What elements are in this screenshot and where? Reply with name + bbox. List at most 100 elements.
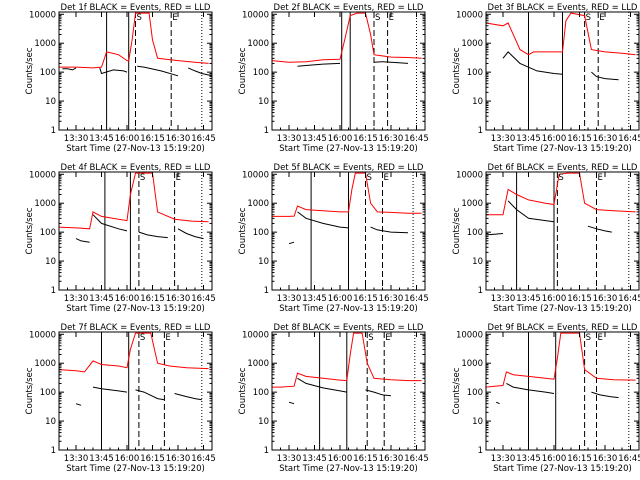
marker-label: S <box>586 13 591 23</box>
x-tick-label: 16:45 <box>191 294 216 304</box>
y-tick-label: 1 <box>51 126 56 136</box>
y-tick-label: 10 <box>472 97 483 107</box>
panel-title: Det 4f BLACK = Events, RED = LLD <box>61 163 211 173</box>
y-tick-label: 100 <box>467 68 483 78</box>
x-tick-label: 16:30 <box>593 294 618 304</box>
series-events-line <box>177 228 204 240</box>
y-axis-title: Counts/sec <box>25 367 35 414</box>
y-tick-label: 1 <box>264 446 269 456</box>
x-tick-label: 16:15 <box>353 454 378 464</box>
series-lld-line <box>59 332 209 373</box>
y-tick-label: 100 <box>467 228 483 238</box>
y-tick-label: 10 <box>472 417 483 427</box>
x-tick-label: 13:45 <box>302 294 327 304</box>
y-tick-label: 1000 <box>461 359 483 369</box>
marker-label: E <box>384 173 389 183</box>
y-tick-label: 10 <box>472 257 483 267</box>
x-tick-label: 16:00 <box>328 134 353 144</box>
x-tick-label: 13:30 <box>491 134 516 144</box>
marker-label: E <box>165 333 170 343</box>
series-events-line <box>174 393 202 401</box>
plot-frame <box>58 331 213 451</box>
y-axis-title: Counts/sec <box>25 47 35 94</box>
panel-title: Det 5f BLACK = Events, RED = LLD <box>274 163 424 173</box>
y-axis-title: Counts/sec <box>452 47 462 94</box>
y-tick-label: 10000 <box>29 10 56 20</box>
x-tick-label: 13:45 <box>302 134 327 144</box>
x-axis-title: Start Time (27-Nov-13 15:19:20) <box>279 304 418 314</box>
y-tick-label: 10000 <box>29 170 56 180</box>
x-axis-title: Start Time (27-Nov-13 15:19:20) <box>493 464 632 474</box>
series-events-line <box>495 401 500 405</box>
series-events-line <box>187 67 212 77</box>
panel-title: Det 2f BLACK = Events, RED = LLD <box>274 3 424 13</box>
series-events-line <box>99 67 128 75</box>
x-tick-label: 16:45 <box>404 134 429 144</box>
series-events-line <box>486 233 504 236</box>
marker-label: E <box>389 13 394 23</box>
plot-frame <box>58 171 213 291</box>
plot-frame <box>271 331 426 451</box>
x-axis-title: Start Time (27-Nov-13 15:19:20) <box>279 464 418 474</box>
series-lld-line <box>272 172 422 217</box>
series-events-line <box>373 61 409 64</box>
y-tick-label: 10000 <box>242 10 269 20</box>
series-lld-line <box>59 172 209 230</box>
marker-label: E <box>599 13 604 23</box>
y-tick-label: 1000 <box>247 199 269 209</box>
x-tick-label: 13:30 <box>491 294 516 304</box>
y-tick-label: 10000 <box>456 170 483 180</box>
x-tick-label: 13:45 <box>89 134 114 144</box>
y-tick-label: 10 <box>258 97 269 107</box>
y-tick-label: 1 <box>478 126 483 136</box>
marker-label: E <box>385 333 390 343</box>
series-events-line <box>370 226 409 234</box>
x-axis-title: Start Time (27-Nov-13 15:19:20) <box>493 304 632 314</box>
x-tick-label: 16:15 <box>353 294 378 304</box>
x-tick-label: 16:30 <box>166 134 191 144</box>
marker-label: E <box>172 13 177 23</box>
series-events-line <box>135 389 165 401</box>
series-events-line <box>591 71 619 81</box>
panel-title: Det 1f BLACK = Events, RED = LLD <box>61 3 211 13</box>
y-tick-label: 10 <box>45 417 56 427</box>
y-tick-label: 1 <box>264 286 269 296</box>
x-tick-label: 13:45 <box>516 134 541 144</box>
marker-label: S <box>367 173 372 183</box>
marker-label: E <box>598 333 603 343</box>
y-axis-title: Counts/sec <box>452 207 462 254</box>
x-tick-label: 16:45 <box>404 294 429 304</box>
series-events-line <box>75 403 82 406</box>
y-tick-label: 10000 <box>29 330 56 340</box>
y-tick-label: 1 <box>51 286 56 296</box>
plot-frame <box>485 331 640 451</box>
y-tick-label: 100 <box>253 388 269 398</box>
series-lld-line <box>486 12 636 56</box>
y-tick-label: 1000 <box>461 39 483 49</box>
y-tick-label: 1000 <box>34 199 56 209</box>
marker-label: S <box>140 333 145 343</box>
series-events-line <box>297 377 347 393</box>
y-tick-label: 10 <box>258 257 269 267</box>
x-tick-label: 13:45 <box>516 454 541 464</box>
series-events-line <box>62 67 77 71</box>
series-events-line <box>587 225 612 233</box>
x-tick-label: 13:30 <box>64 454 89 464</box>
x-tick-label: 16:15 <box>140 454 165 464</box>
x-tick-label: 13:30 <box>277 454 302 464</box>
y-tick-label: 1000 <box>461 199 483 209</box>
x-tick-label: 13:30 <box>64 134 89 144</box>
x-tick-label: 16:30 <box>166 294 191 304</box>
